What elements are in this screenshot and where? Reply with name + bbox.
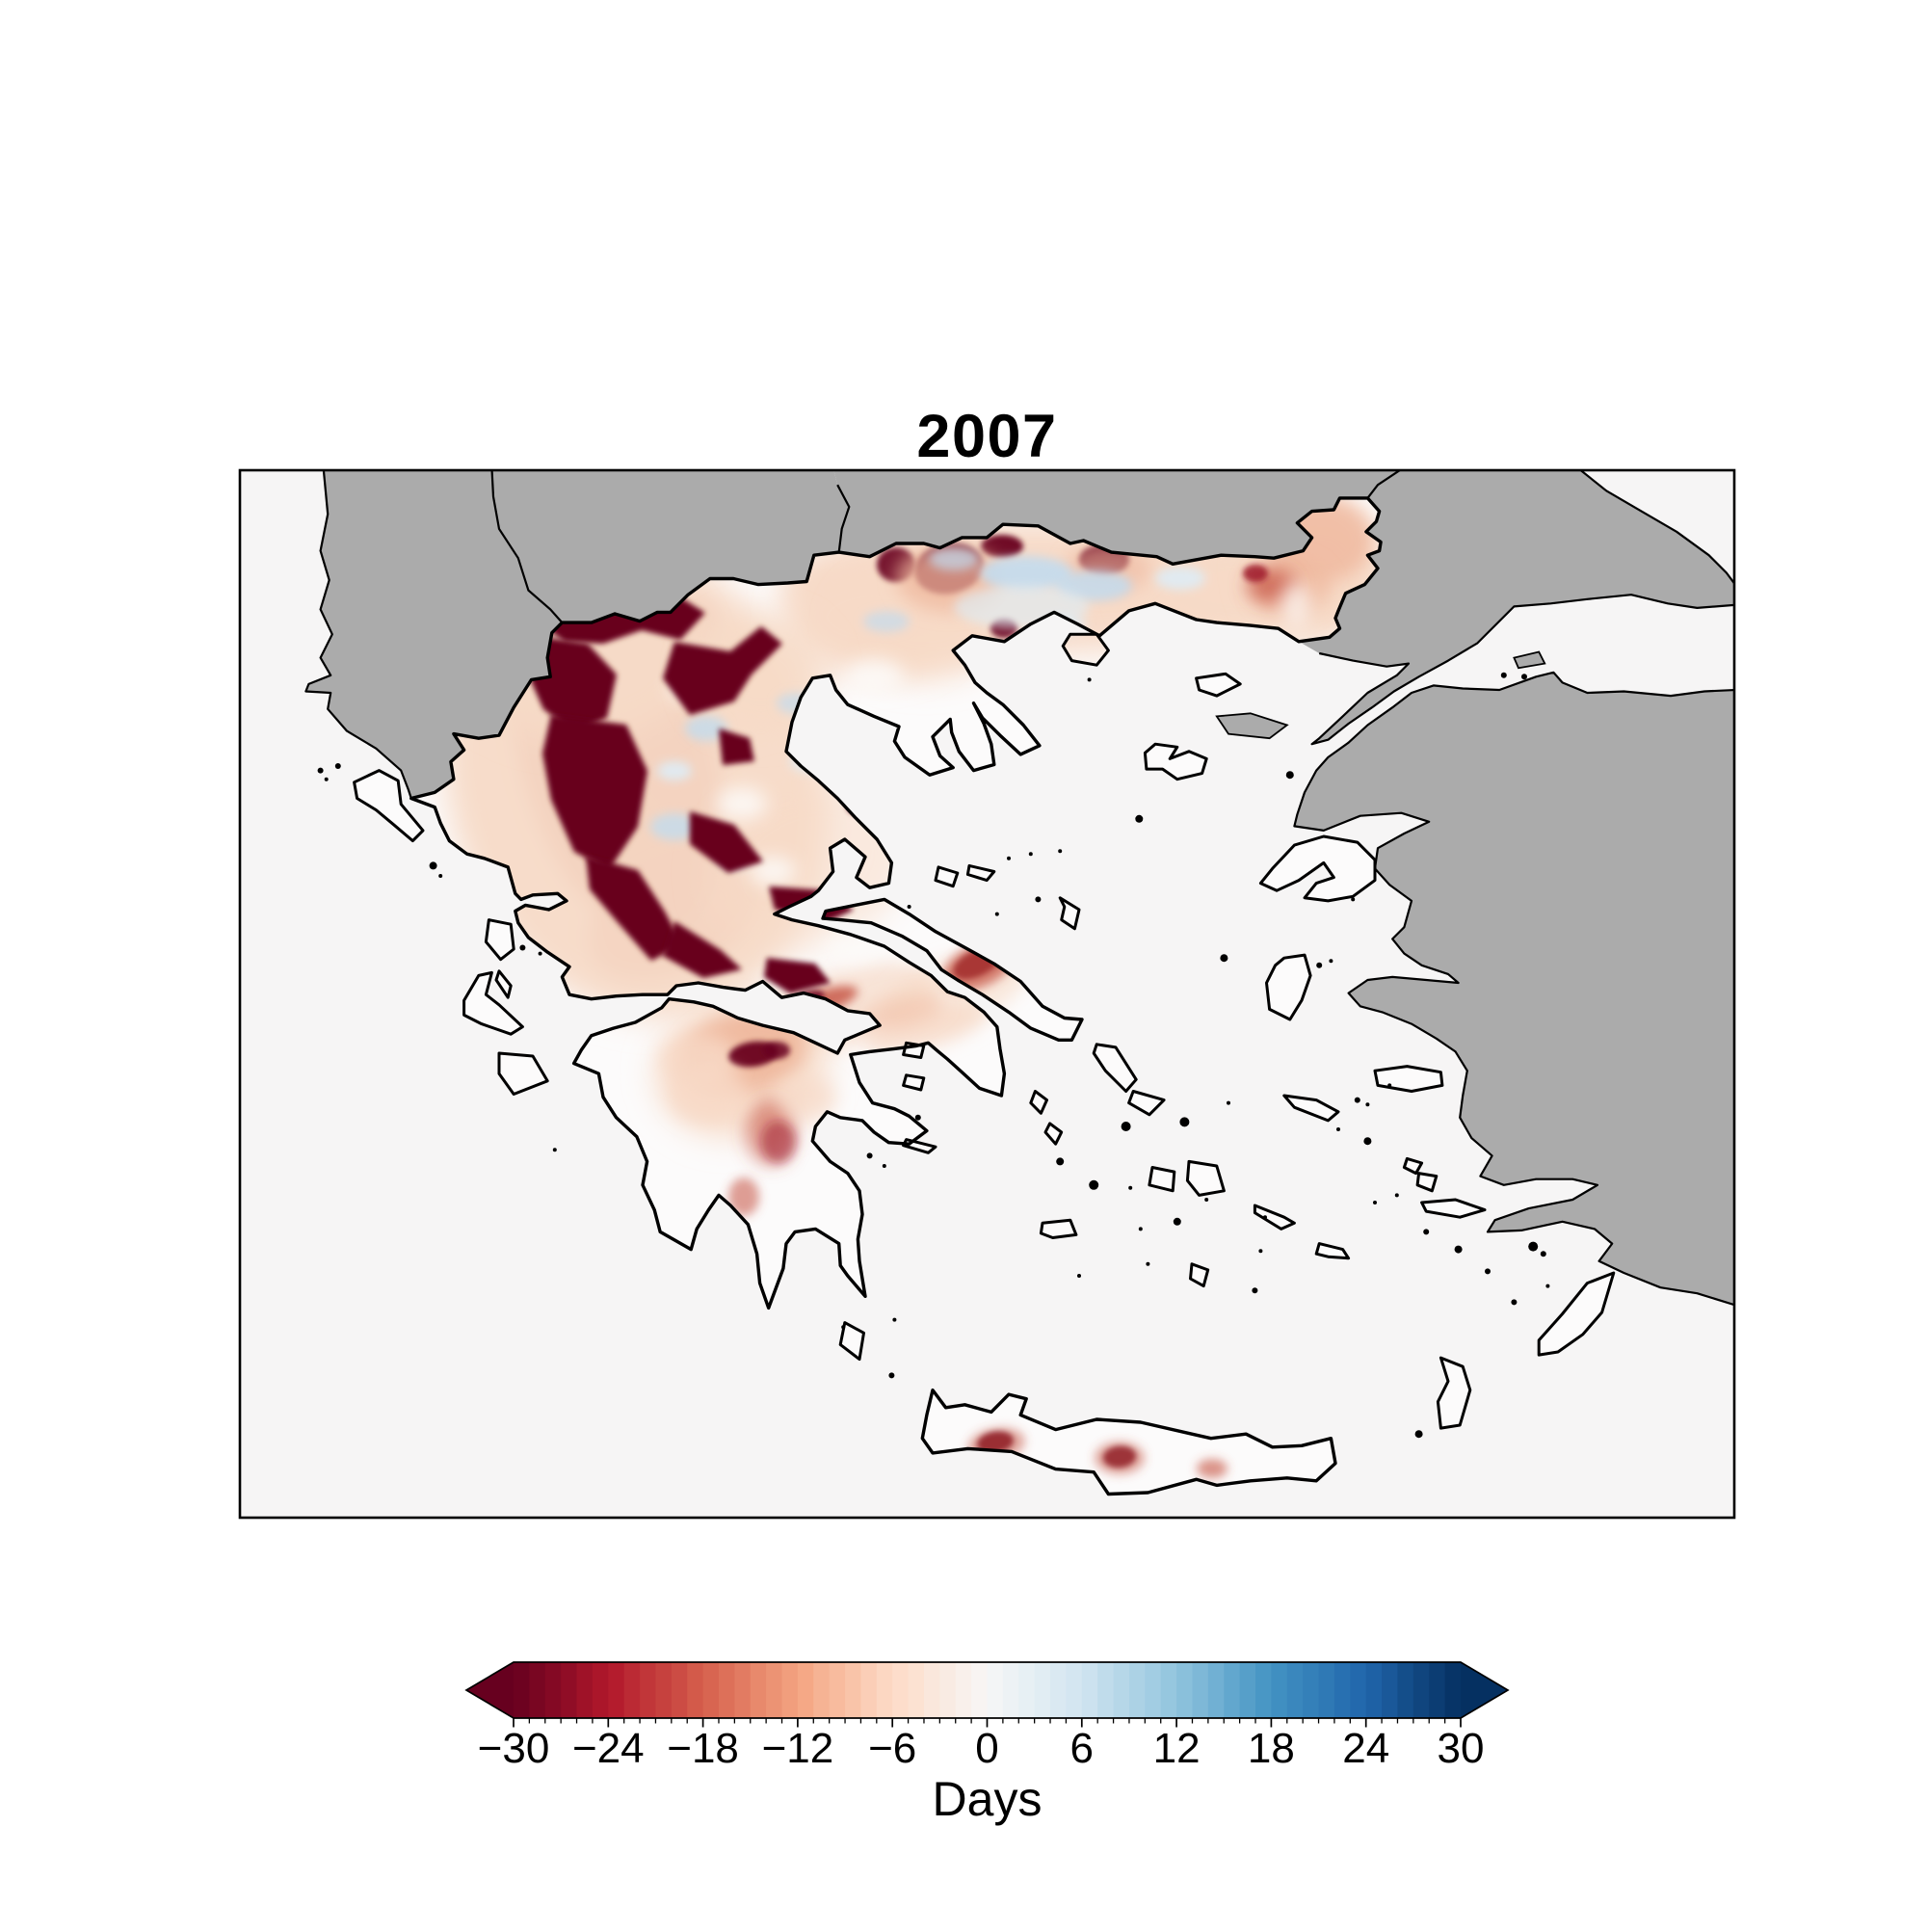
svg-text:2007: 2007 <box>916 403 1057 470</box>
svg-text:−6: −6 <box>868 1725 916 1772</box>
svg-text:24: 24 <box>1342 1725 1389 1772</box>
svg-text:−30: −30 <box>478 1725 550 1772</box>
svg-text:30: 30 <box>1438 1725 1485 1772</box>
svg-text:−12: −12 <box>762 1725 834 1772</box>
svg-text:18: 18 <box>1248 1725 1295 1772</box>
svg-text:Days: Days <box>933 1772 1043 1826</box>
svg-text:6: 6 <box>1070 1725 1094 1772</box>
svg-text:−18: −18 <box>667 1725 739 1772</box>
svg-text:12: 12 <box>1153 1725 1201 1772</box>
svg-text:−24: −24 <box>572 1725 645 1772</box>
svg-text:0: 0 <box>975 1725 998 1772</box>
